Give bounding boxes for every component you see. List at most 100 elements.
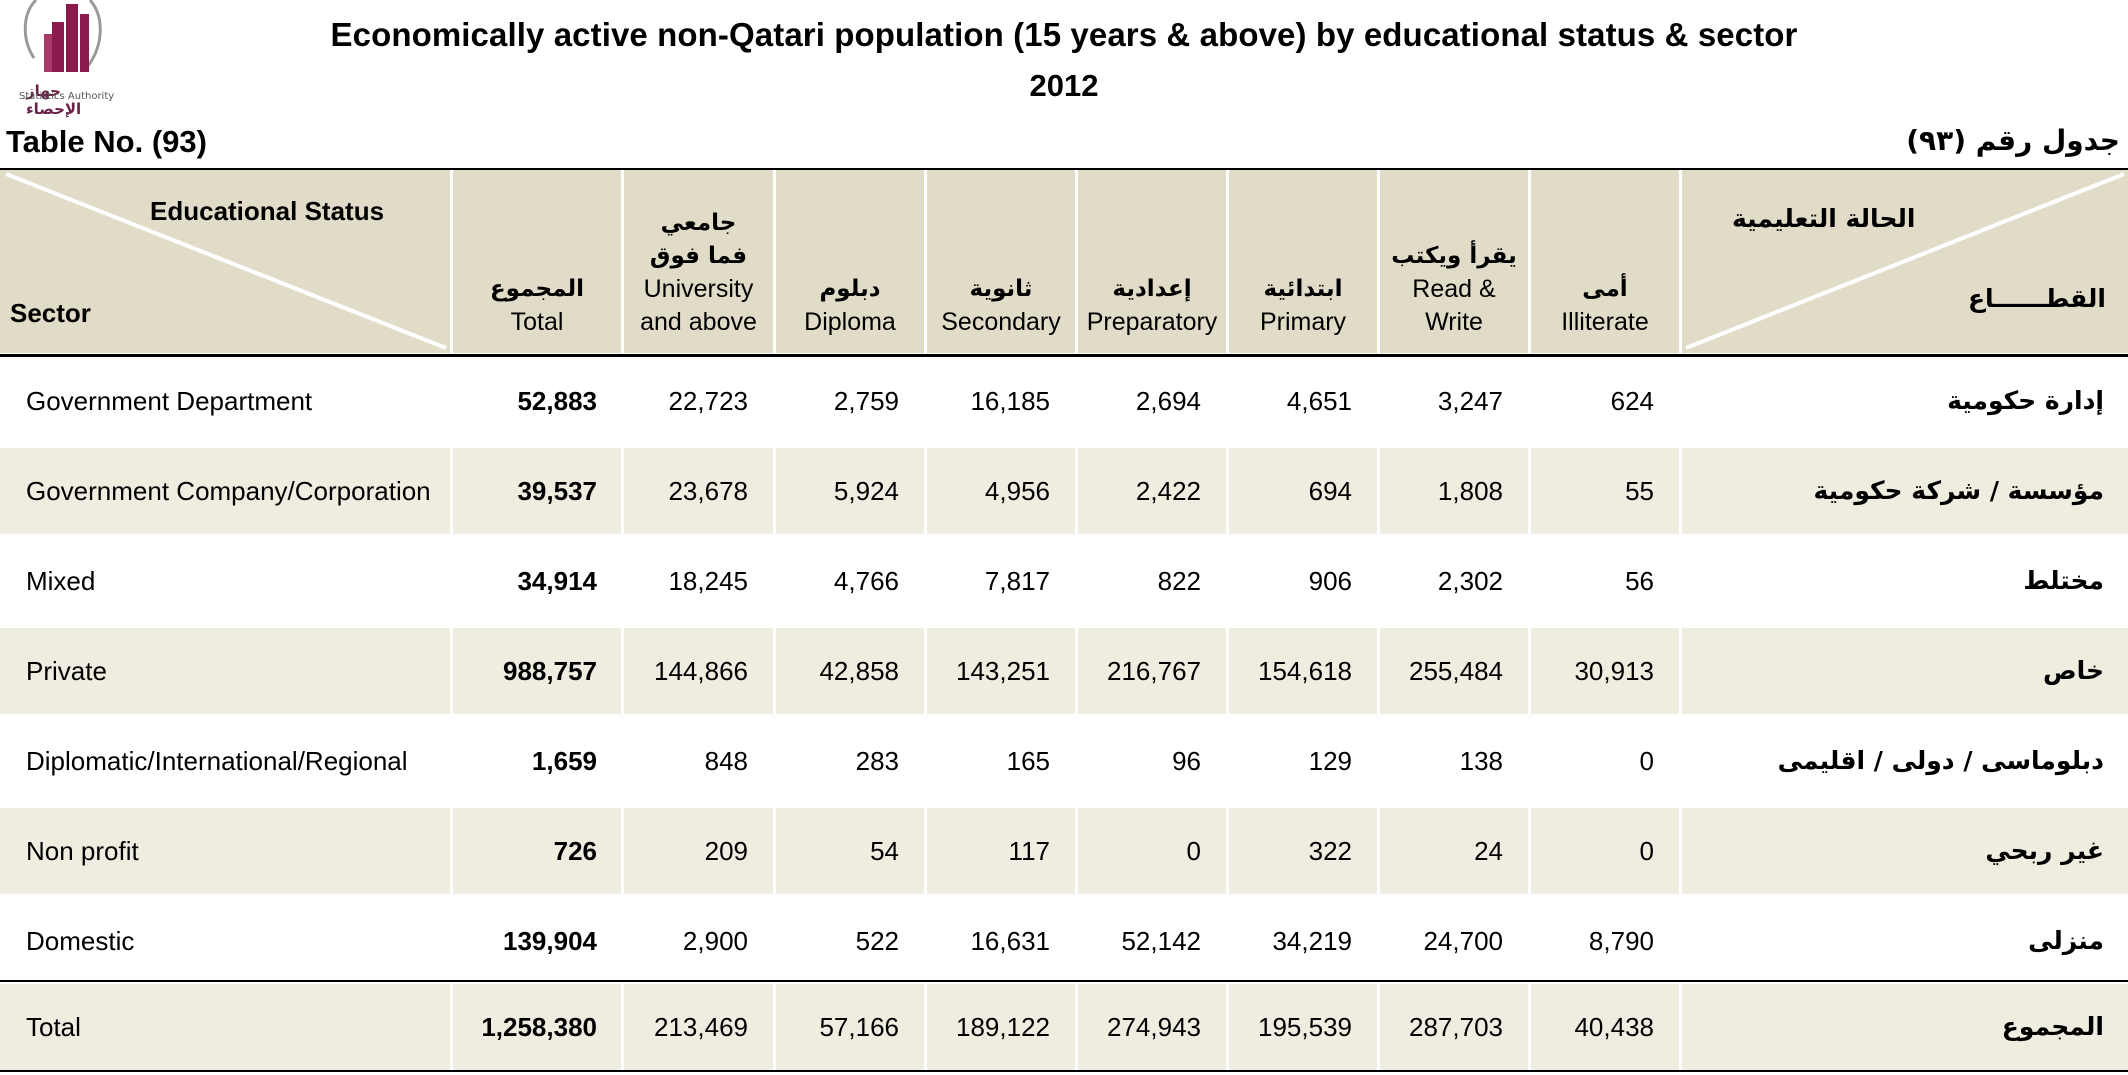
row-value: 2,302	[1437, 566, 1503, 596]
col-header-ar: إعدادية	[1112, 276, 1192, 302]
row-value: 23,678	[668, 476, 748, 506]
row-shading	[1380, 808, 1528, 894]
row-shading	[1380, 984, 1528, 1070]
row-value: 4,766	[833, 566, 899, 596]
row-value: 117	[1008, 836, 1050, 866]
row-value: 54	[870, 836, 899, 866]
row-shading	[776, 448, 924, 534]
table-number: Table No. (93)	[6, 124, 207, 159]
row-value: 906	[1308, 566, 1352, 596]
corner-sector-en: Sector	[10, 298, 91, 328]
row-value: 34,219	[1272, 926, 1352, 956]
row-value: 624	[1610, 386, 1654, 416]
row-value: 2,900	[682, 926, 748, 956]
row-shading	[0, 984, 450, 1070]
row-label-ar: دبلوماسى / دولى / اقليمى	[1777, 746, 2104, 775]
col-header-ar: يقرأ ويكتب	[1391, 243, 1517, 269]
row-shading	[1531, 808, 1679, 894]
row-shading	[1531, 448, 1679, 534]
table-row: Mixed 34,914 18,245 4,766 7,817 822 906 2,302 56…	[0, 538, 2128, 624]
col-header-en: Illiterate	[1561, 308, 1649, 336]
row-value: 274,943	[1107, 1012, 1201, 1042]
row-label-ar: مختلط	[2023, 566, 2104, 595]
row-value: 42,858	[819, 656, 899, 686]
row-shading	[1531, 984, 1679, 1070]
row-value: 2,694	[1135, 386, 1201, 416]
row-shading	[453, 808, 621, 894]
corner-status-en: Educational Status	[150, 196, 385, 226]
row-shading	[0, 448, 450, 534]
row-shading	[1531, 628, 1679, 714]
row-label-en: Diplomatic/International/Regional	[26, 746, 408, 776]
row-shading	[1229, 628, 1377, 714]
row-total-value: 1,258,380	[481, 1012, 597, 1042]
col-header-primary: ابتدائية Primary	[1229, 170, 1377, 353]
row-label-en: Non profit	[26, 836, 139, 866]
row-shading	[927, 984, 1075, 1070]
row-shading	[927, 628, 1075, 714]
col-header-secondary: ثانوية Secondary	[927, 170, 1075, 353]
row-value: 209	[704, 836, 748, 866]
row-value: 52,142	[1121, 926, 1201, 956]
table-number-ar: جدول رقم (٩٣)	[1906, 124, 2120, 157]
row-shading	[1229, 808, 1377, 894]
row-shading	[1078, 984, 1226, 1070]
row-value: 283	[855, 746, 899, 776]
row-shading	[1380, 448, 1528, 534]
col-header-ar: المجموع	[489, 276, 585, 302]
col-header-ar: أمى	[1582, 276, 1628, 302]
col-header-en: Total	[510, 308, 564, 336]
row-total-value: 1,659	[531, 746, 597, 776]
row-shading	[1682, 808, 2128, 894]
col-header-ar: ثانوية	[969, 276, 1033, 302]
row-value: 138	[1459, 746, 1503, 776]
row-value: 4,956	[984, 476, 1050, 506]
row-value: 0	[1186, 836, 1201, 866]
row-value: 4,651	[1286, 386, 1352, 416]
row-shading	[1078, 808, 1226, 894]
row-shading	[776, 808, 924, 894]
row-shading	[1682, 448, 2128, 534]
row-value: 287,703	[1409, 1012, 1503, 1042]
row-shading	[1229, 448, 1377, 534]
row-value: 822	[1157, 566, 1201, 596]
row-value: 0	[1639, 746, 1654, 776]
col-header-en: Primary	[1259, 308, 1347, 336]
row-value: 57,166	[819, 1012, 899, 1042]
row-value: 1,808	[1437, 476, 1503, 506]
col-header-en: Preparatory	[1086, 308, 1218, 336]
row-value: 2,759	[833, 386, 899, 416]
logo-name-en: Statistics Authority	[19, 91, 115, 102]
logo-name-ar: جهاز الإحصاء	[26, 82, 82, 118]
row-shading	[1682, 628, 2128, 714]
row-shading	[453, 448, 621, 534]
row-label-ar: خاص	[2042, 656, 2104, 685]
row-label-en: Government Department	[26, 386, 313, 416]
corner-sector-ar: القطــــــاع	[1967, 284, 2106, 313]
col-header-ar: دبلوم	[819, 276, 881, 302]
row-shading	[1078, 448, 1226, 534]
col-header-preparatory: إعدادية Preparatory	[1078, 170, 1226, 353]
row-total-value: 39,537	[517, 476, 597, 506]
row-value: 30,913	[1574, 656, 1654, 686]
row-shading	[0, 808, 450, 894]
row-value: 55	[1625, 476, 1654, 506]
row-label-en: Total	[26, 1012, 81, 1042]
row-value: 24,700	[1423, 926, 1503, 956]
row-shading	[624, 808, 773, 894]
row-value: 165	[1006, 746, 1050, 776]
row-total-value: 988,757	[503, 656, 597, 686]
row-label-ar: منزلى	[2028, 926, 2104, 955]
row-value: 22,723	[668, 386, 748, 416]
row-value: 16,185	[970, 386, 1050, 416]
row-shading	[624, 628, 773, 714]
row-value: 8,790	[1588, 926, 1654, 956]
col-header-total: المجموع Total	[453, 170, 621, 353]
col-header-en: Read & Write	[1412, 275, 1496, 336]
col-header-illiterate: أمى Illiterate	[1531, 170, 1679, 353]
table-row: Diplomatic/International/Regional 1,659 84…	[0, 718, 2128, 804]
row-value: 18,245	[668, 566, 748, 596]
page-title: Economically active non-Qatari populatio…	[330, 16, 1798, 53]
row-value: 7,817	[984, 566, 1050, 596]
row-value: 216,767	[1107, 656, 1201, 686]
